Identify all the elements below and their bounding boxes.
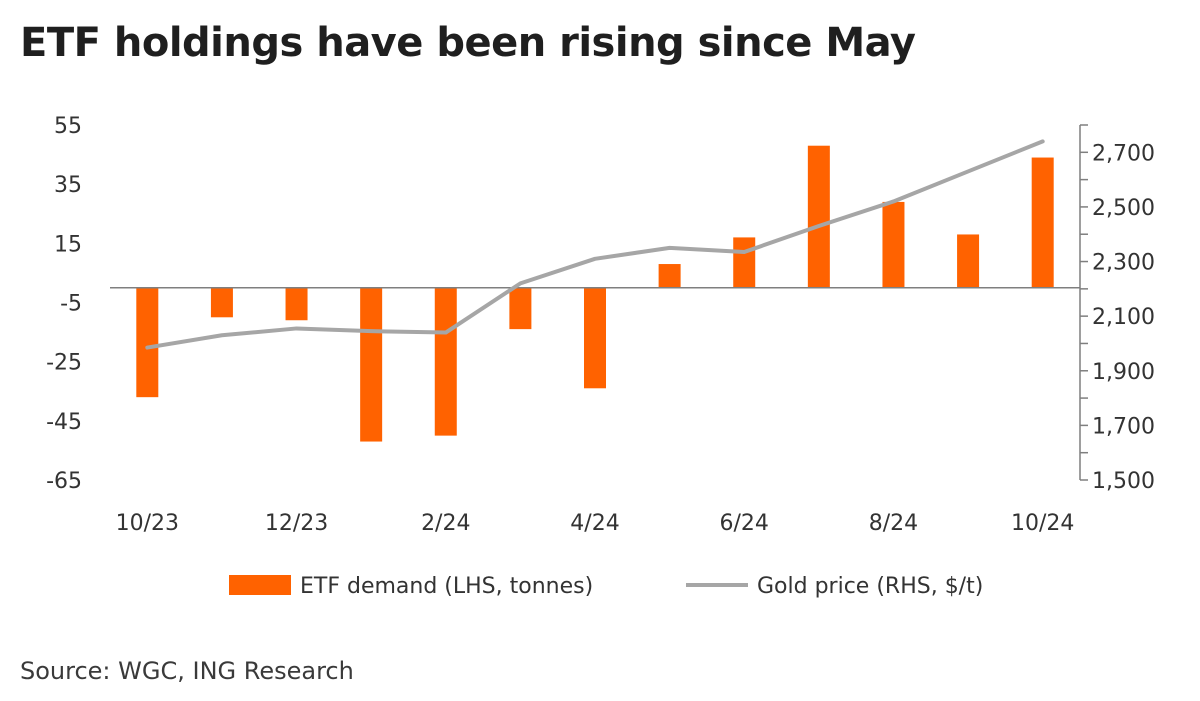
legend-bar-swatch [229, 575, 291, 595]
left-tick-label: 15 [54, 232, 82, 257]
x-tick-label: 4/24 [570, 511, 619, 536]
left-tick-label: -5 [60, 292, 82, 317]
etf-demand-bar [882, 201, 905, 288]
right-tick-label: 2,300 [1092, 251, 1155, 276]
right-tick-label: 1,500 [1092, 469, 1155, 494]
right-tick-label: 2,700 [1092, 141, 1155, 166]
right-axis-tick-marks [1080, 124, 1088, 481]
etf-demand-bars [136, 145, 1054, 442]
legend-bar-label: ETF demand (LHS, tonnes) [300, 574, 593, 599]
left-tick-label: -65 [46, 469, 82, 494]
x-axis-ticks: 10/23 12/23 2/24 4/24 6/24 8/24 10/24 [116, 511, 1075, 536]
x-tick-label: 10/23 [116, 511, 179, 536]
left-tick-label: -45 [46, 410, 82, 435]
etf-demand-bar [360, 287, 383, 442]
right-tick-label: 1,700 [1092, 414, 1155, 439]
etf-demand-bar [210, 287, 233, 318]
etf-demand-bar [957, 234, 980, 288]
chart-title: ETF holdings have been rising since May [20, 20, 916, 66]
right-tick-label: 2,100 [1092, 305, 1155, 330]
etf-demand-bar [136, 287, 159, 398]
right-axis-ticks: 2,700 2,500 2,300 2,100 1,900 1,700 1,500 [1092, 141, 1155, 494]
left-tick-label: 55 [54, 114, 82, 139]
etf-demand-bar [807, 145, 830, 288]
source-note: Source: WGC, ING Research [20, 657, 354, 685]
etf-demand-bar [584, 287, 606, 389]
etf-demand-bar [658, 264, 681, 288]
etf-demand-bar [1031, 157, 1054, 288]
left-axis-ticks: 55 35 15 -5 -25 -45 -65 [46, 114, 82, 494]
legend: ETF demand (LHS, tonnes) Gold price (RHS… [229, 574, 983, 599]
etf-demand-bar [733, 237, 756, 288]
left-tick-label: 35 [54, 173, 82, 198]
x-tick-label: 12/23 [265, 511, 328, 536]
etf-demand-bar [434, 287, 457, 436]
right-tick-label: 2,500 [1092, 196, 1155, 221]
etf-demand-bar [285, 287, 308, 321]
x-tick-label: 2/24 [421, 511, 470, 536]
etf-demand-bar [509, 287, 532, 330]
x-tick-label: 10/24 [1011, 511, 1074, 536]
left-tick-label: -25 [46, 351, 82, 376]
gold-price-line [145, 139, 1045, 350]
x-tick-label: 6/24 [720, 511, 769, 536]
right-tick-label: 1,900 [1092, 360, 1155, 385]
legend-line-label: Gold price (RHS, $/t) [757, 574, 983, 599]
x-tick-label: 8/24 [869, 511, 918, 536]
